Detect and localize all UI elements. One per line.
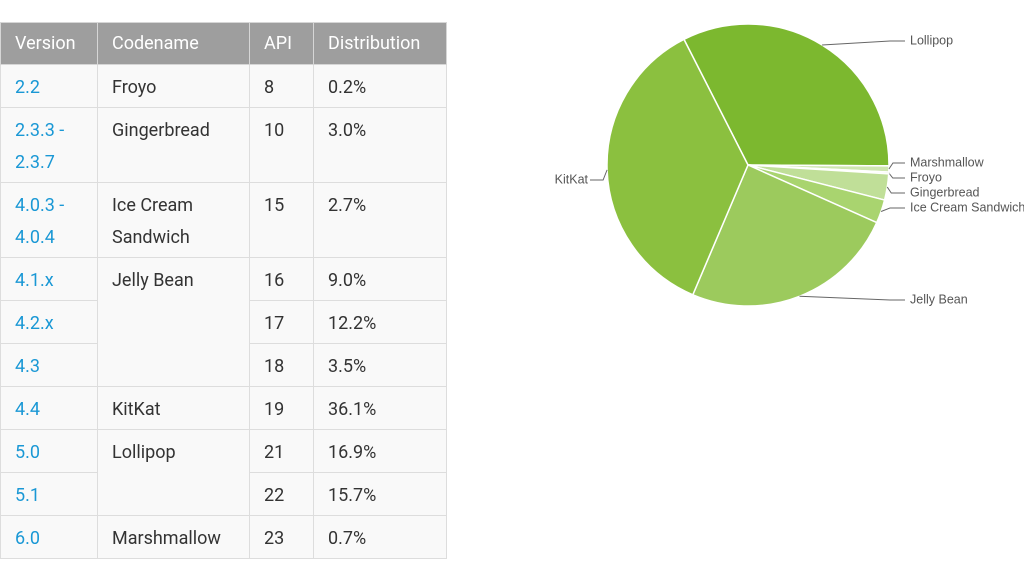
version-cell: 4.1.x [0,257,98,301]
leader-line [799,295,905,301]
table-row: 4.0.3 - 4.0.4 Ice Cream Sandwich 15 2.7% [0,182,447,258]
leader-line [880,207,905,212]
codename-cell: Gingerbread [97,107,250,183]
distribution-cell: 0.7% [313,515,447,559]
codename-cell: Marshmallow [97,515,250,559]
codename-cell: Jelly Bean [97,257,250,387]
pie-slice [691,164,878,307]
api-cell: 8 [249,64,314,108]
version-cell: 2.2 [0,64,98,108]
table-row: 6.0 Marshmallow 23 0.7% [0,515,447,559]
table-row: 4.1.x Jelly Bean 16 9.0% [0,257,447,387]
distribution-cell: 15.7% [313,472,447,516]
leader-line [590,169,608,181]
slice-label: Lollipop [910,33,953,47]
table-row: 4.4 KitKat 19 36.1% [0,386,447,430]
leader-line [888,172,905,179]
table-row: 4.2.x 17 12.2% [0,300,447,344]
distribution-cell: 36.1% [313,386,447,430]
api-cell: 10 [249,107,314,183]
table-row: 5.1 22 15.7% [0,472,447,516]
api-cell: 17 [249,300,314,344]
pie-slice [606,38,749,296]
version-cell: 4.3 [0,343,98,387]
api-cell: 23 [249,515,314,559]
leader-line [822,40,905,46]
codename-cell: Ice Cream Sandwich [97,182,250,258]
leader-line [886,186,905,194]
version-cell: 4.4 [0,386,98,430]
distribution-cell: 12.2% [313,300,447,344]
table-row: 4.3 18 3.5% [0,343,447,387]
leader-line [888,162,905,170]
codename-cell: Froyo [97,64,250,108]
distribution-cell: 0.2% [313,64,447,108]
version-table: Version Codename API Distribution 2.2 Froyo 8 0… [0,22,447,559]
version-cell: 6.0 [0,515,98,559]
slice-label: Jelly Bean [910,292,968,306]
header-cell: Distribution [313,22,447,65]
api-cell: 15 [249,182,314,258]
header-row: Version Codename API Distribution [0,22,447,65]
slice-label: Marshmallow [910,155,985,169]
version-cell: 4.0.3 - 4.0.4 [0,182,98,258]
distribution-cell: 2.7% [313,182,447,258]
slice-label: Ice Cream Sandwich [910,200,1024,214]
header-cell: Version [0,22,98,65]
codename-cell: Lollipop [97,429,250,516]
api-cell: 18 [249,343,314,387]
table-row: 2.2 Froyo 8 0.2% [0,64,447,108]
slice-label: KitKat [555,172,589,186]
codename-cell: KitKat [97,386,250,430]
pie-slice [682,23,890,167]
slice-label: Gingerbread [910,185,980,199]
slice-label: Froyo [910,170,942,184]
distribution-cell: 9.0% [313,257,447,301]
version-cell: 5.1 [0,472,98,516]
api-cell: 21 [249,429,314,473]
api-cell: 19 [249,386,314,430]
